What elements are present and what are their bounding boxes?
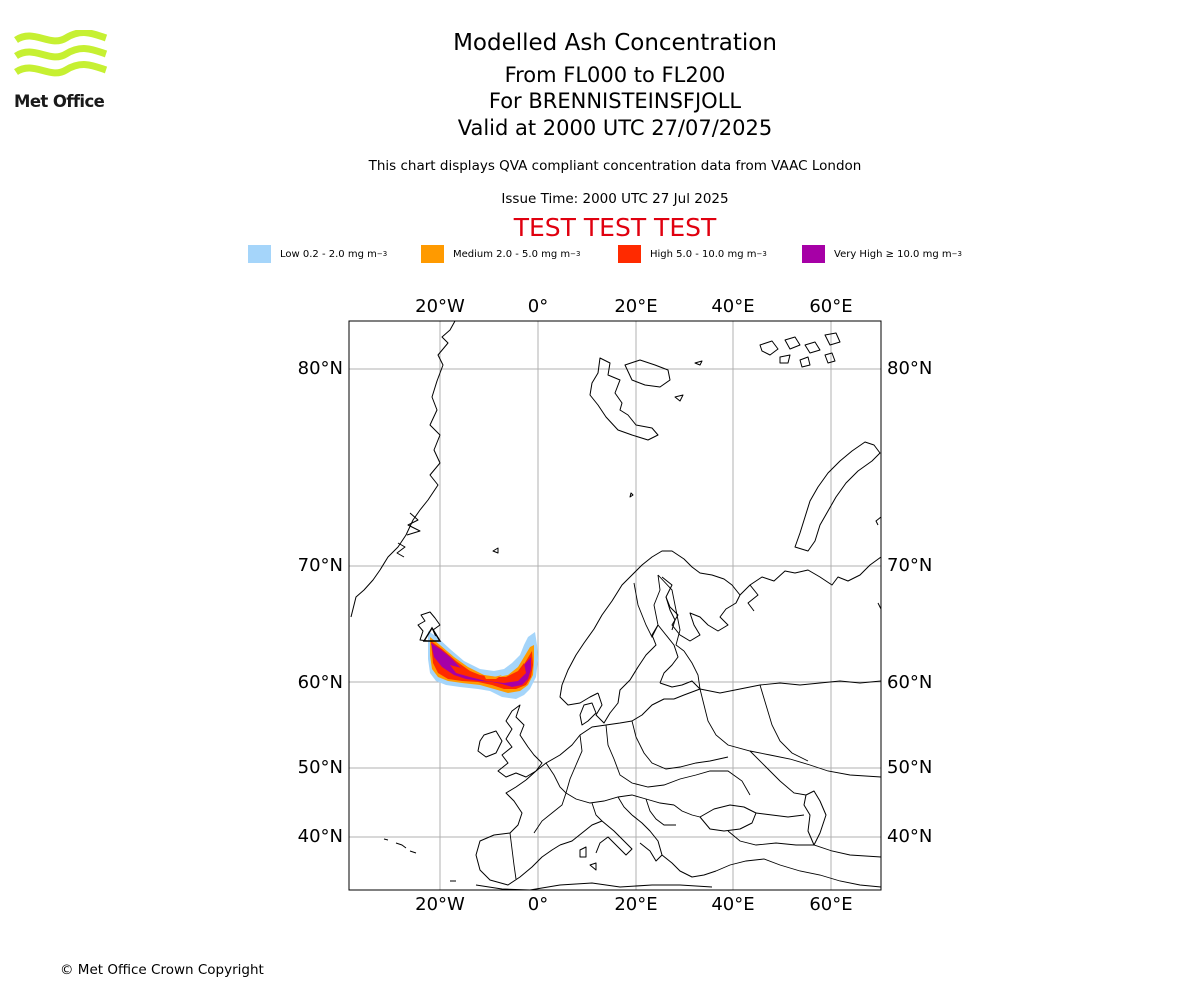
lon-label-bottom: 20°W: [415, 894, 465, 915]
legend-swatch: [618, 245, 641, 263]
met-office-wave-icon: [14, 29, 108, 77]
ash-very-high: [431, 643, 531, 687]
legend-exponent: −3: [570, 250, 581, 258]
lat-label-right: 40°N: [887, 826, 932, 847]
great-britain-coast: [497, 704, 543, 778]
lat-label-left: 80°N: [298, 358, 343, 379]
caspian-coast: [803, 790, 827, 846]
lon-label-bottom: 40°E: [711, 894, 754, 915]
legend-medium: Medium 2.0 - 5.0 mg m −3: [421, 244, 580, 264]
lon-label-top: 20°E: [614, 296, 657, 317]
legend-label: Very High ≥ 10.0 mg m: [834, 248, 952, 260]
lat-label-left: 50°N: [298, 757, 343, 778]
country-borders: [509, 574, 881, 888]
legend-label: Low 0.2 - 2.0 mg m: [280, 248, 377, 260]
ireland-coast: [477, 730, 503, 758]
map-frame: [348, 320, 882, 891]
lat-label-right: 50°N: [887, 757, 932, 778]
ash-high: [431, 641, 533, 689]
flight-levels: From FL000 to FL200: [504, 63, 726, 87]
lat-label-right: 60°N: [887, 672, 932, 693]
test-banner: TEST TEST TEST: [513, 213, 717, 242]
chart-title: Modelled Ash Concentration: [453, 30, 777, 56]
novaya-zemlya-coast: [794, 441, 881, 552]
legend-high: High 5.0 - 10.0 mg m −3: [618, 244, 767, 264]
lat-label-right: 70°N: [887, 555, 932, 576]
chart-description: This chart displays QVA compliant concen…: [368, 158, 862, 174]
ash-plume: [428, 631, 538, 699]
lon-label-bottom: 20°E: [614, 894, 657, 915]
logo-text: Met Office: [14, 92, 105, 111]
legend-low: Low 0.2 - 2.0 mg m −3: [248, 244, 387, 264]
volcano-name: For BRENNISTEINSFJOLL: [488, 89, 742, 113]
lat-label-left: 60°N: [298, 672, 343, 693]
lon-label-top: 20°W: [415, 296, 465, 317]
lon-label-top: 60°E: [809, 296, 852, 317]
lat-label-left: 70°N: [298, 555, 343, 576]
legend-exponent: −3: [951, 250, 962, 258]
legend-swatch: [421, 245, 444, 263]
gridlines: [349, 321, 881, 890]
legend-very-high: Very High ≥ 10.0 mg m −3: [802, 244, 962, 264]
lon-label-bottom: 0°: [528, 894, 548, 915]
issue-time: Issue Time: 2000 UTC 27 Jul 2025: [501, 191, 729, 207]
scandinavia-coast: [561, 550, 741, 686]
black-sea-coast: [699, 804, 757, 832]
lat-label-left: 40°N: [298, 826, 343, 847]
franz-josef-coast: [759, 340, 779, 356]
lon-label-bottom: 60°E: [809, 894, 852, 915]
coastlines: [350, 321, 881, 890]
jan-mayen-coast: [492, 547, 499, 554]
valid-time: Valid at 2000 UTC 27/07/2025: [457, 116, 773, 140]
lon-label-top: 0°: [528, 296, 548, 317]
copyright-notice: © Met Office Crown Copyright: [60, 962, 264, 978]
denmark-coast: [579, 702, 597, 726]
legend-label: Medium 2.0 - 5.0 mg m: [453, 248, 571, 260]
svalbard-coast: [589, 357, 659, 441]
ash-map: 20°W 0° 20°E 40°E 60°E 20°W 0° 20°E 40°E…: [298, 296, 933, 915]
legend-swatch: [248, 245, 271, 263]
legend-exponent: −3: [756, 250, 767, 258]
met-office-logo: Met Office: [14, 29, 109, 112]
lon-label-top: 40°E: [711, 296, 754, 317]
legend-exponent: −3: [376, 250, 388, 258]
lat-label-right: 80°N: [887, 358, 932, 379]
legend-swatch: [802, 245, 825, 263]
greenland-coast: [350, 321, 456, 618]
volcano-triangle-icon: [422, 626, 442, 642]
legend-label: High 5.0 - 10.0 mg m: [650, 248, 757, 260]
